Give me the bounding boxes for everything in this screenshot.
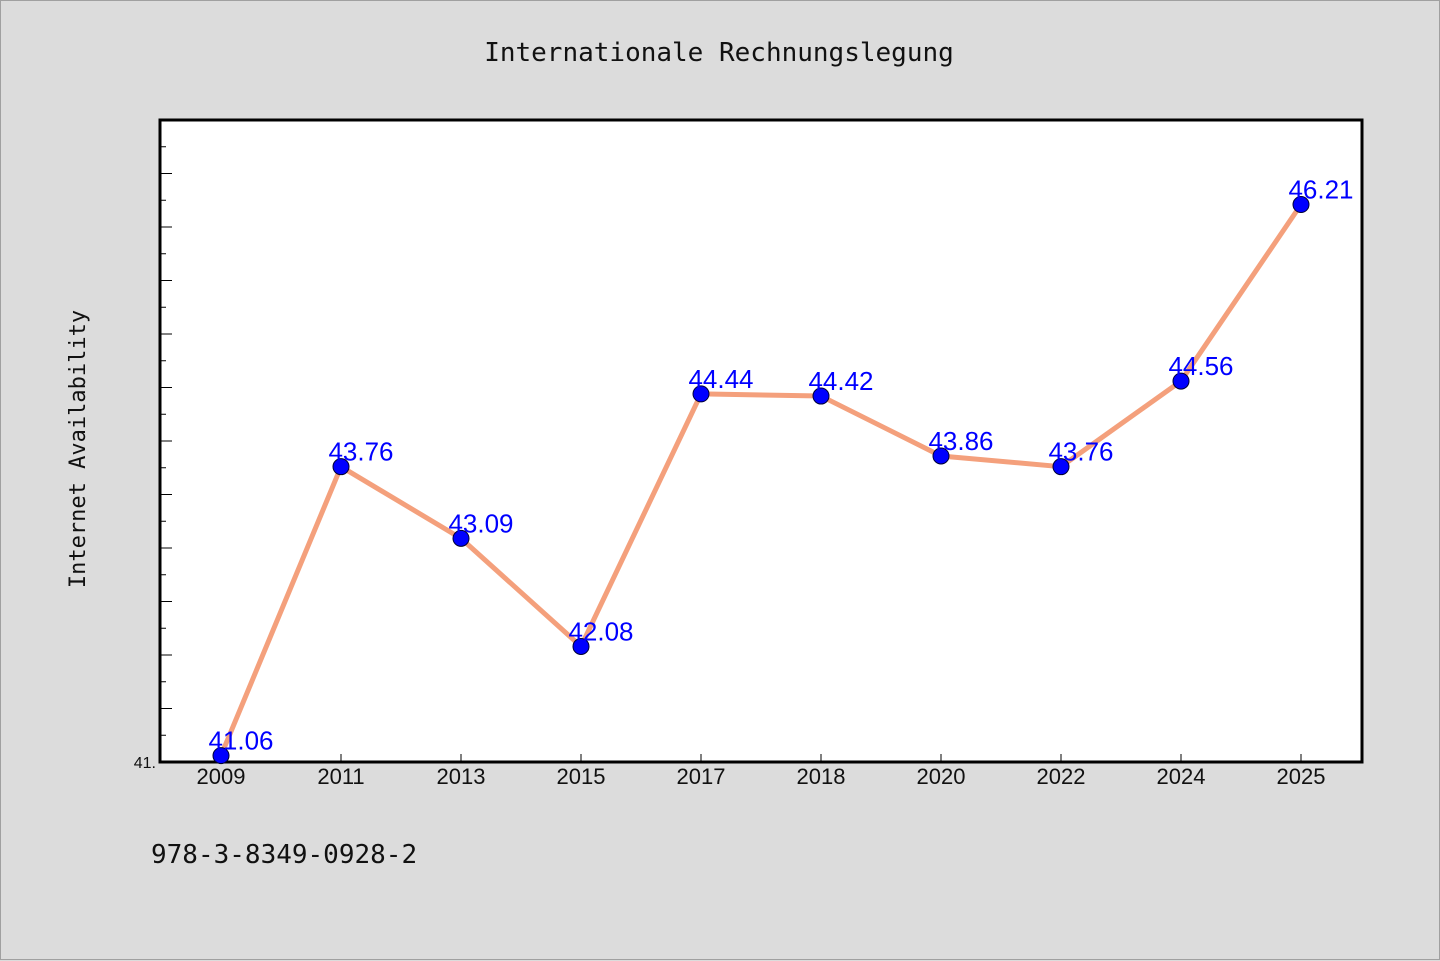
data-label: 43.76 — [328, 437, 393, 467]
data-label: 44.56 — [1168, 351, 1233, 381]
data-labels: 41.06 43.76 43.09 42.08 44.44 44.42 43.86 43.76… — [208, 175, 1353, 756]
data-label: 44.42 — [808, 366, 873, 396]
y-tick-label: 41. — [134, 755, 156, 772]
data-point — [212, 747, 230, 765]
plot-area — [158, 118, 1364, 764]
data-markers — [212, 196, 1310, 765]
x-tick-label: 2025 — [1277, 764, 1326, 789]
series-line — [218, 203, 1304, 757]
y-axis-label: Internet Availability — [66, 310, 91, 588]
data-label: 44.44 — [688, 364, 753, 394]
data-point — [1172, 372, 1190, 390]
data-point — [932, 447, 950, 465]
data-label: 41.06 — [208, 726, 273, 756]
data-point — [452, 529, 470, 547]
data-label: 43.09 — [448, 508, 513, 538]
x-axis-ticks: 2009 2011 2013 2015 2017 2018 2020 2022 2024 2025 — [197, 754, 1326, 789]
x-tick-label: 2013 — [437, 764, 486, 789]
data-point — [332, 458, 350, 476]
x-tick-label: 2020 — [917, 764, 966, 789]
x-tick-label: 2022 — [1037, 764, 1086, 789]
data-point — [1052, 458, 1070, 476]
x-tick-label: 2017 — [677, 764, 726, 789]
chart-title: Internationale Rechnungslegung — [484, 38, 954, 68]
x-tick-label: 2011 — [317, 764, 364, 789]
x-tick-label: 2009 — [197, 764, 246, 789]
data-point — [692, 385, 710, 403]
footer-note: 978-3-8349-0928-2 — [151, 840, 417, 870]
data-label: 43.76 — [1048, 437, 1113, 467]
x-tick-label: 2018 — [797, 764, 846, 789]
y-axis-ticks — [160, 146, 172, 736]
data-point — [812, 387, 830, 405]
data-point — [572, 637, 590, 655]
x-tick-label: 2015 — [557, 764, 606, 789]
data-point — [1292, 196, 1310, 214]
data-label: 43.86 — [928, 426, 993, 456]
x-tick-label: 2024 — [1157, 764, 1206, 789]
data-label: 46.21 — [1288, 175, 1353, 205]
data-label: 42.08 — [568, 616, 633, 646]
